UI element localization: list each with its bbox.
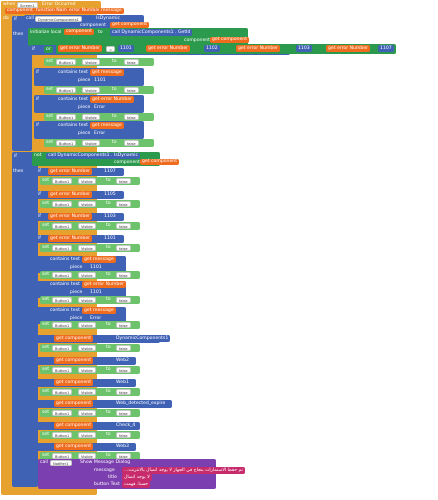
compare-row[interactable]: get error Number = 1101 get error Number… (56, 44, 396, 54)
elif-2[interactable]: if contains text get error Number piece … (34, 95, 144, 113)
piece-1[interactable]: 1101 (92, 77, 108, 84)
param-function-name[interactable]: function Name (34, 8, 72, 14)
row-set-j[interactable]: set Button1 Visible to false (40, 388, 140, 396)
row-contains-1[interactable]: contains text get message piece 1101 (36, 256, 126, 273)
row-contains-2[interactable]: contains text get error Number piece 110… (36, 281, 127, 298)
get-message-1[interactable]: get message (90, 69, 124, 76)
event-header[interactable]: when Screen1 Error Occurred component fu… (1, 1, 124, 14)
code-a[interactable]: 1101 (118, 45, 134, 52)
call-isdynamic-1[interactable]: call DynamicComponents1 IsDynamic compon… (24, 15, 149, 29)
param-message[interactable]: message (99, 8, 124, 14)
notifier-title[interactable]: لا يوجد اتصال (122, 474, 152, 481)
button-dd[interactable]: Button1 (56, 59, 77, 65)
row-set-c[interactable]: set Button1 Visible to false (40, 222, 140, 230)
get-error-d[interactable]: get error Number (326, 45, 371, 52)
event-name: Error Occurred (42, 2, 76, 7)
row-comp-3[interactable]: get component Web1 (36, 379, 136, 387)
elif-3[interactable]: if contains text get message piece Error (34, 121, 144, 139)
initialize-local[interactable]: initialize local component to call Dynam… (28, 28, 249, 46)
call-label: call (26, 16, 34, 21)
set-row-3[interactable]: set Button1 Visible to false (44, 113, 154, 121)
row-set-b[interactable]: set Button1 Visible to false (40, 200, 140, 208)
row-comp-2[interactable]: get component Web2 (36, 357, 136, 365)
if-label: if (14, 17, 17, 22)
set-row-1[interactable]: set Button1 Visible to false (44, 58, 154, 66)
method-label: IsDynamic (96, 16, 121, 21)
call-getid[interactable]: call DynamicComponents1 . GetId (110, 29, 193, 36)
local-var[interactable]: component (64, 29, 94, 35)
row-err-1[interactable]: if get error Number 1107 (36, 168, 124, 176)
get-error-a[interactable]: get error Number (58, 45, 103, 52)
notifier-message[interactable]: ...تم حفظ الاستمارات بنجاح في الجهاز لا … (122, 467, 245, 474)
get-error-c[interactable]: get error Number (236, 45, 281, 52)
then-label: then (13, 32, 24, 37)
row-set-g[interactable]: set Button1 Visible to false (40, 321, 140, 329)
or-block[interactable]: or (44, 46, 53, 53)
row-contains-3[interactable]: contains text get message piece Error (36, 307, 126, 324)
when-label: when (3, 2, 16, 7)
to-label: to (98, 30, 103, 35)
visible-dd[interactable]: Visible (82, 59, 100, 65)
row-comp-1[interactable]: get component DynamicComponents1 (36, 335, 171, 343)
row-comp-4[interactable]: get component Web_detected_expire (36, 400, 172, 408)
row-comp-6[interactable]: get component Web3 (36, 443, 136, 451)
row-set-e[interactable]: set Button1 Visible to false (40, 271, 140, 279)
elif-1[interactable]: if contains text get message piece 1101 (34, 68, 144, 86)
param-error-number[interactable]: error Number (67, 8, 103, 14)
row-set-i[interactable]: set Button1 Visible to false (40, 366, 140, 374)
get-component-2[interactable]: get component (210, 37, 249, 43)
component-param-label: component (80, 23, 106, 28)
row-err-2[interactable]: if get error Number 1105 (36, 191, 124, 199)
notifier-button-text[interactable]: حسنا، فهمت (122, 481, 151, 488)
row-set-k[interactable]: set Button1 Visible to false (40, 409, 140, 417)
row-set-l[interactable]: set Button1 Visible to false (40, 431, 140, 439)
set-row-2[interactable]: set Button1 Visible to false (44, 86, 154, 94)
get-error-b[interactable]: get error Number (146, 45, 191, 52)
call-isdynamic-2[interactable]: call DynamicComponents1 . IsDynamic (46, 153, 140, 159)
code-c[interactable]: 1103 (296, 45, 312, 52)
if-label-inner: if (32, 47, 35, 52)
get-component[interactable]: get component (110, 22, 149, 28)
row-set-f[interactable]: set Button1 Visible to false (40, 296, 140, 304)
init-label: initialize local (30, 30, 62, 35)
if-block-2[interactable] (12, 152, 38, 487)
if-block-1[interactable] (12, 16, 32, 151)
not-block[interactable]: not call DynamicComponents1 . IsDynamic … (32, 152, 179, 166)
component-label-2: component (184, 38, 210, 43)
row-comp-5[interactable]: get component Check_4 (36, 422, 140, 430)
code-b[interactable]: 1102 (204, 45, 220, 52)
notifier-call[interactable]: call Notifier1 Show Message Dialog messa… (38, 459, 245, 489)
screen-dropdown[interactable]: Screen1 (17, 2, 38, 8)
do-label: do (3, 16, 9, 21)
row-set-h[interactable]: set Button1 Visible to false (40, 344, 140, 352)
false-dd[interactable]: false (124, 59, 139, 65)
row-err-4[interactable]: if get error Number 1101 (36, 235, 124, 243)
param-component[interactable]: component (5, 8, 35, 14)
row-err-3[interactable]: if get error Number 1103 (36, 213, 124, 221)
row-set-m[interactable]: set Button1 Visible to false (40, 452, 140, 460)
row-set-a[interactable]: set Button1 Visible to false (40, 177, 140, 185)
eq-a[interactable]: = (106, 46, 116, 52)
notifier-dropdown[interactable]: Notifier1 (50, 460, 72, 466)
dynamic-components-dropdown[interactable]: DynamicComponents1 (35, 16, 82, 22)
code-d[interactable]: 1107 (378, 45, 394, 52)
set-row-4[interactable]: set Button1 Visible to false (44, 139, 154, 147)
row-set-d[interactable]: set Button1 Visible to false (40, 244, 140, 252)
